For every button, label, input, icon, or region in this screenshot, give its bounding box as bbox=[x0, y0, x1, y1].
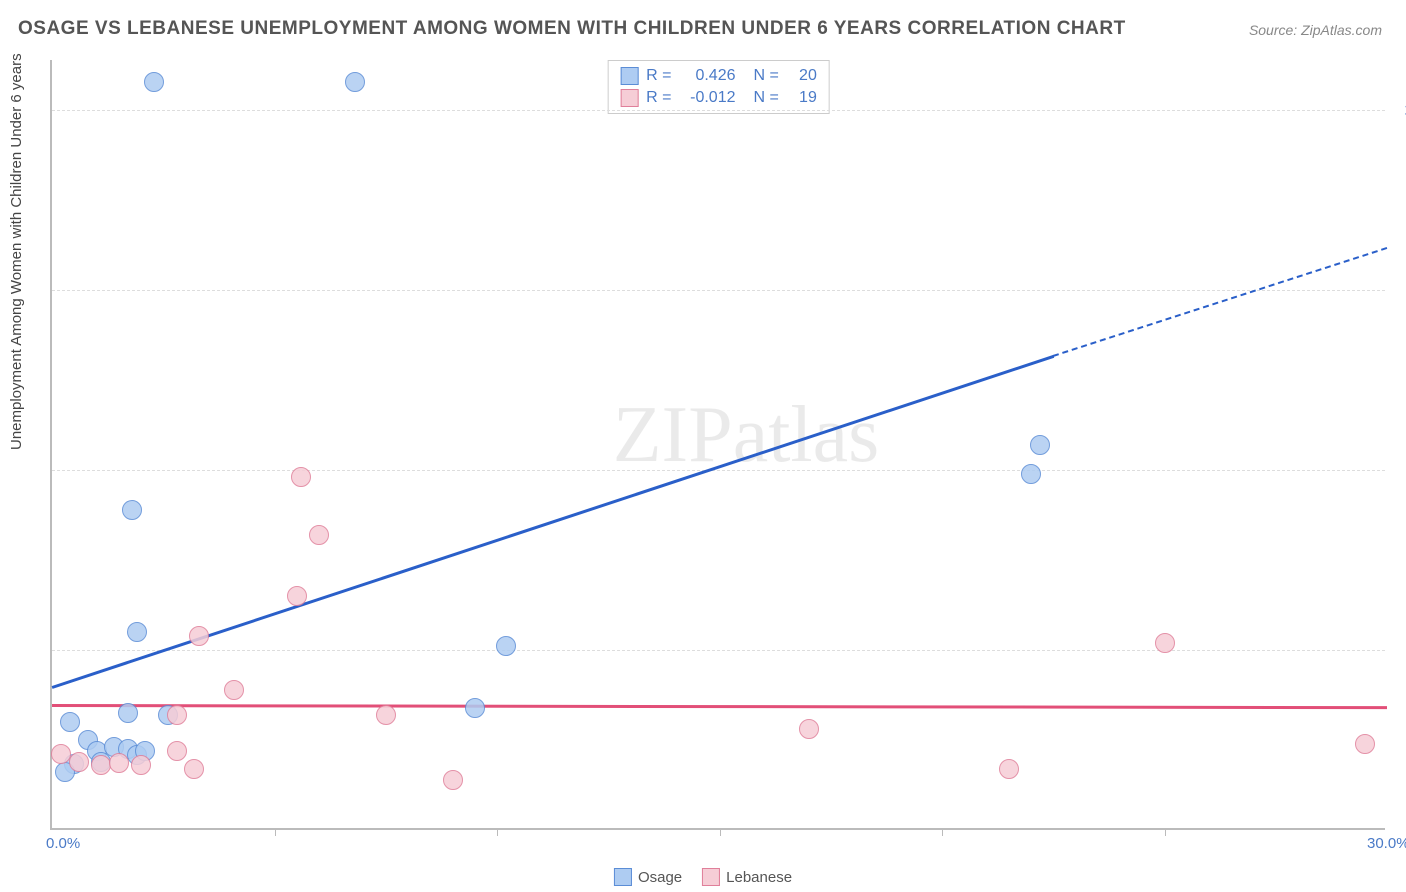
data-point bbox=[69, 752, 89, 772]
data-point bbox=[1355, 734, 1375, 754]
legend-item: Lebanese bbox=[702, 868, 792, 886]
x-tick-mark bbox=[942, 828, 943, 836]
data-point bbox=[109, 753, 129, 773]
legend-swatch bbox=[620, 89, 638, 107]
x-tick-mark bbox=[1165, 828, 1166, 836]
y-tick-label: 75.0% bbox=[1395, 282, 1406, 299]
legend-swatch bbox=[614, 868, 632, 886]
y-tick-label: 100.0% bbox=[1395, 102, 1406, 119]
x-tick-mark bbox=[720, 828, 721, 836]
trend-line bbox=[52, 704, 1387, 709]
data-point bbox=[118, 703, 138, 723]
data-point bbox=[291, 467, 311, 487]
data-point bbox=[122, 500, 142, 520]
source-label: Source: ZipAtlas.com bbox=[1249, 22, 1382, 38]
data-point bbox=[465, 698, 485, 718]
data-point bbox=[60, 712, 80, 732]
data-point bbox=[345, 72, 365, 92]
legend-label: Osage bbox=[638, 869, 682, 886]
legend-n-label: N = bbox=[754, 89, 779, 107]
data-point bbox=[51, 744, 71, 764]
data-point bbox=[131, 755, 151, 775]
gridline bbox=[52, 470, 1385, 471]
legend-label: Lebanese bbox=[726, 869, 792, 886]
x-tick-mark bbox=[275, 828, 276, 836]
data-point bbox=[167, 741, 187, 761]
legend-item: Osage bbox=[614, 868, 682, 886]
watermark-text: ZIPatlas bbox=[613, 390, 880, 481]
legend-swatch bbox=[702, 868, 720, 886]
legend-r-label: R = bbox=[646, 67, 671, 85]
legend-n-value: 20 bbox=[787, 67, 817, 85]
correlation-legend: R = 0.426 N = 20 R = -0.012 N = 19 bbox=[607, 60, 830, 114]
legend-row: R = 0.426 N = 20 bbox=[620, 65, 817, 87]
data-point bbox=[224, 680, 244, 700]
data-point bbox=[309, 525, 329, 545]
data-point bbox=[496, 636, 516, 656]
legend-n-value: 19 bbox=[787, 89, 817, 107]
data-point bbox=[443, 770, 463, 790]
x-tick-label: 0.0% bbox=[46, 835, 80, 852]
data-point bbox=[999, 759, 1019, 779]
data-point bbox=[91, 755, 111, 775]
legend-r-value: -0.012 bbox=[680, 89, 736, 107]
gridline bbox=[52, 110, 1385, 111]
legend-swatch bbox=[620, 67, 638, 85]
plot-area: ZIPatlas R =0.426N =20R =-0.012N =19 25.… bbox=[50, 60, 1385, 830]
data-point bbox=[127, 622, 147, 642]
data-point bbox=[144, 72, 164, 92]
y-tick-label: 25.0% bbox=[1395, 642, 1406, 659]
data-point bbox=[167, 705, 187, 725]
data-point bbox=[799, 719, 819, 739]
data-point bbox=[287, 586, 307, 606]
trend-line bbox=[1053, 247, 1387, 357]
x-tick-mark bbox=[497, 828, 498, 836]
data-point bbox=[1021, 464, 1041, 484]
legend-r-value: 0.426 bbox=[680, 67, 736, 85]
y-axis-label: Unemployment Among Women with Children U… bbox=[8, 53, 25, 450]
data-point bbox=[189, 626, 209, 646]
legend-row: R = -0.012 N = 19 bbox=[620, 87, 817, 109]
data-point bbox=[184, 759, 204, 779]
legend-n-label: N = bbox=[754, 67, 779, 85]
gridline bbox=[52, 650, 1385, 651]
y-tick-label: 50.0% bbox=[1395, 462, 1406, 479]
legend-r-label: R = bbox=[646, 89, 671, 107]
data-point bbox=[376, 705, 396, 725]
series-legend: Osage Lebanese bbox=[614, 868, 792, 886]
data-point bbox=[1030, 435, 1050, 455]
data-point bbox=[1155, 633, 1175, 653]
chart-title: OSAGE VS LEBANESE UNEMPLOYMENT AMONG WOM… bbox=[18, 18, 1126, 40]
gridline bbox=[52, 290, 1385, 291]
x-tick-label: 30.0% bbox=[1367, 835, 1406, 852]
